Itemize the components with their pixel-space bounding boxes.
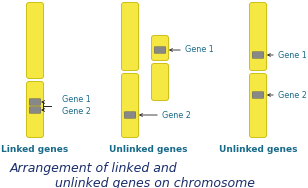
FancyBboxPatch shape <box>26 82 43 137</box>
FancyBboxPatch shape <box>152 64 168 101</box>
Text: Gene 2: Gene 2 <box>62 108 91 117</box>
Text: Gene 1: Gene 1 <box>62 95 91 104</box>
Text: Linked genes: Linked genes <box>1 145 69 154</box>
Text: unlinked genes on chromosome: unlinked genes on chromosome <box>55 177 255 188</box>
FancyBboxPatch shape <box>154 47 166 53</box>
FancyBboxPatch shape <box>29 99 41 105</box>
Text: Gene 2: Gene 2 <box>278 90 307 99</box>
FancyBboxPatch shape <box>152 36 168 61</box>
FancyBboxPatch shape <box>252 92 264 98</box>
Text: Gene 1: Gene 1 <box>278 51 307 59</box>
FancyBboxPatch shape <box>252 52 264 58</box>
FancyBboxPatch shape <box>121 2 139 70</box>
FancyBboxPatch shape <box>26 2 43 79</box>
FancyBboxPatch shape <box>249 74 266 137</box>
Text: Arrangement of linked and: Arrangement of linked and <box>10 162 178 175</box>
FancyBboxPatch shape <box>249 2 266 70</box>
FancyBboxPatch shape <box>124 112 136 118</box>
Text: Unlinked genes: Unlinked genes <box>109 145 187 154</box>
Text: Unlinked genes: Unlinked genes <box>219 145 297 154</box>
FancyBboxPatch shape <box>121 74 139 137</box>
Text: Gene 2: Gene 2 <box>162 111 191 120</box>
FancyBboxPatch shape <box>29 107 41 113</box>
Text: Gene 1: Gene 1 <box>185 45 214 55</box>
